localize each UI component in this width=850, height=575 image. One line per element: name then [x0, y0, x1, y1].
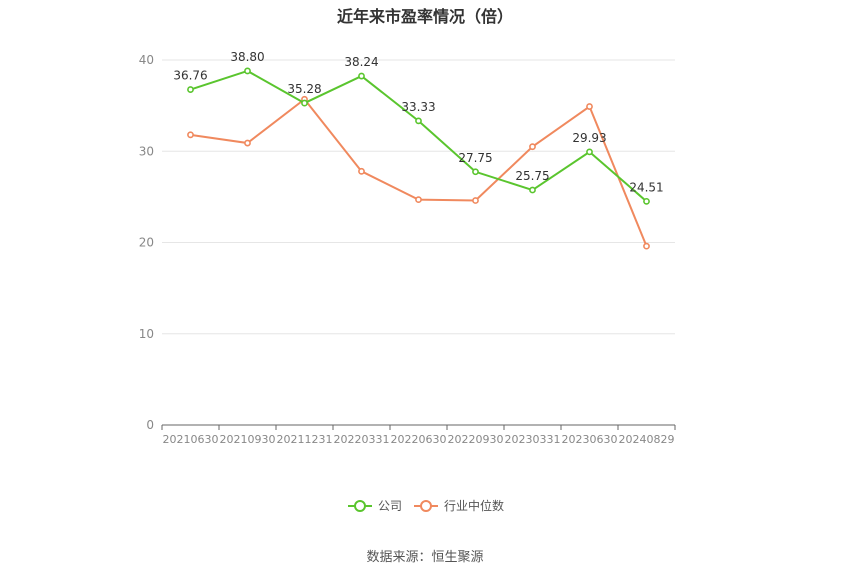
x-tick-label: 20210630: [163, 433, 219, 446]
x-tick-label: 20220331: [334, 433, 390, 446]
data-point: [415, 117, 422, 125]
data-point: [586, 103, 593, 110]
data-point: [643, 197, 650, 205]
data-label: 33.33: [401, 100, 435, 114]
y-tick-label: 0: [146, 418, 154, 432]
data-label: 38.80: [230, 50, 264, 64]
legend-marker: [354, 500, 366, 512]
data-label: 27.75: [458, 151, 492, 165]
data-point: [187, 86, 194, 93]
y-tick-label: 30: [139, 144, 154, 158]
data-point: [643, 242, 650, 250]
x-tick-label: 20230630: [562, 433, 618, 446]
legend-item: 行业中位数: [414, 498, 504, 513]
data-point: [358, 167, 365, 175]
y-tick-label: 20: [139, 236, 154, 250]
data-point: [586, 148, 593, 156]
x-tick-label: 20210930: [220, 433, 276, 446]
data-label: 35.28: [287, 82, 321, 96]
data-label: 25.75: [515, 169, 549, 183]
chart-title: 近年来市盈率情况（倍）: [336, 7, 513, 26]
legend-item: 公司: [348, 499, 402, 513]
x-tick-label: 20240829: [619, 433, 675, 446]
data-point: [301, 99, 308, 107]
data-point: [187, 131, 194, 139]
y-tick-label: 40: [139, 53, 154, 67]
legend-label: 行业中位数: [444, 498, 504, 513]
y-axis: 0 10 20 30 40: [139, 53, 154, 432]
data-point: [244, 139, 251, 147]
data-point: [244, 67, 251, 75]
data-label: 29.93: [572, 131, 606, 145]
y-tick-label: 10: [139, 327, 154, 341]
data-point: [529, 186, 536, 194]
data-point: [415, 196, 422, 204]
legend-marker: [420, 500, 432, 512]
data-point: [358, 72, 365, 80]
data-label: 38.24: [344, 55, 378, 69]
data-source: 数据来源：恒生聚源: [366, 550, 484, 565]
legend-label: 公司: [378, 499, 402, 513]
data-label: 36.76: [173, 69, 207, 83]
x-tick-label: 20211231: [277, 433, 333, 446]
x-tick-label: 20220930: [448, 433, 504, 446]
x-axis: 20210630 20210930 20211231 20220331 20220630…: [161, 424, 676, 446]
x-tick-label: 20230331: [505, 433, 561, 446]
data-labels: 36.76 38.80 35.28 38.24 33.33 27.75 25.75 29.93…: [173, 50, 663, 194]
data-point: [472, 168, 479, 176]
x-tick-label: 20220630: [391, 433, 447, 446]
data-label: 24.51: [629, 180, 663, 194]
data-point: [529, 143, 536, 151]
legend: 公司 行业中位数: [348, 498, 504, 513]
data-point: [472, 197, 479, 204]
series-layer: [187, 67, 650, 250]
